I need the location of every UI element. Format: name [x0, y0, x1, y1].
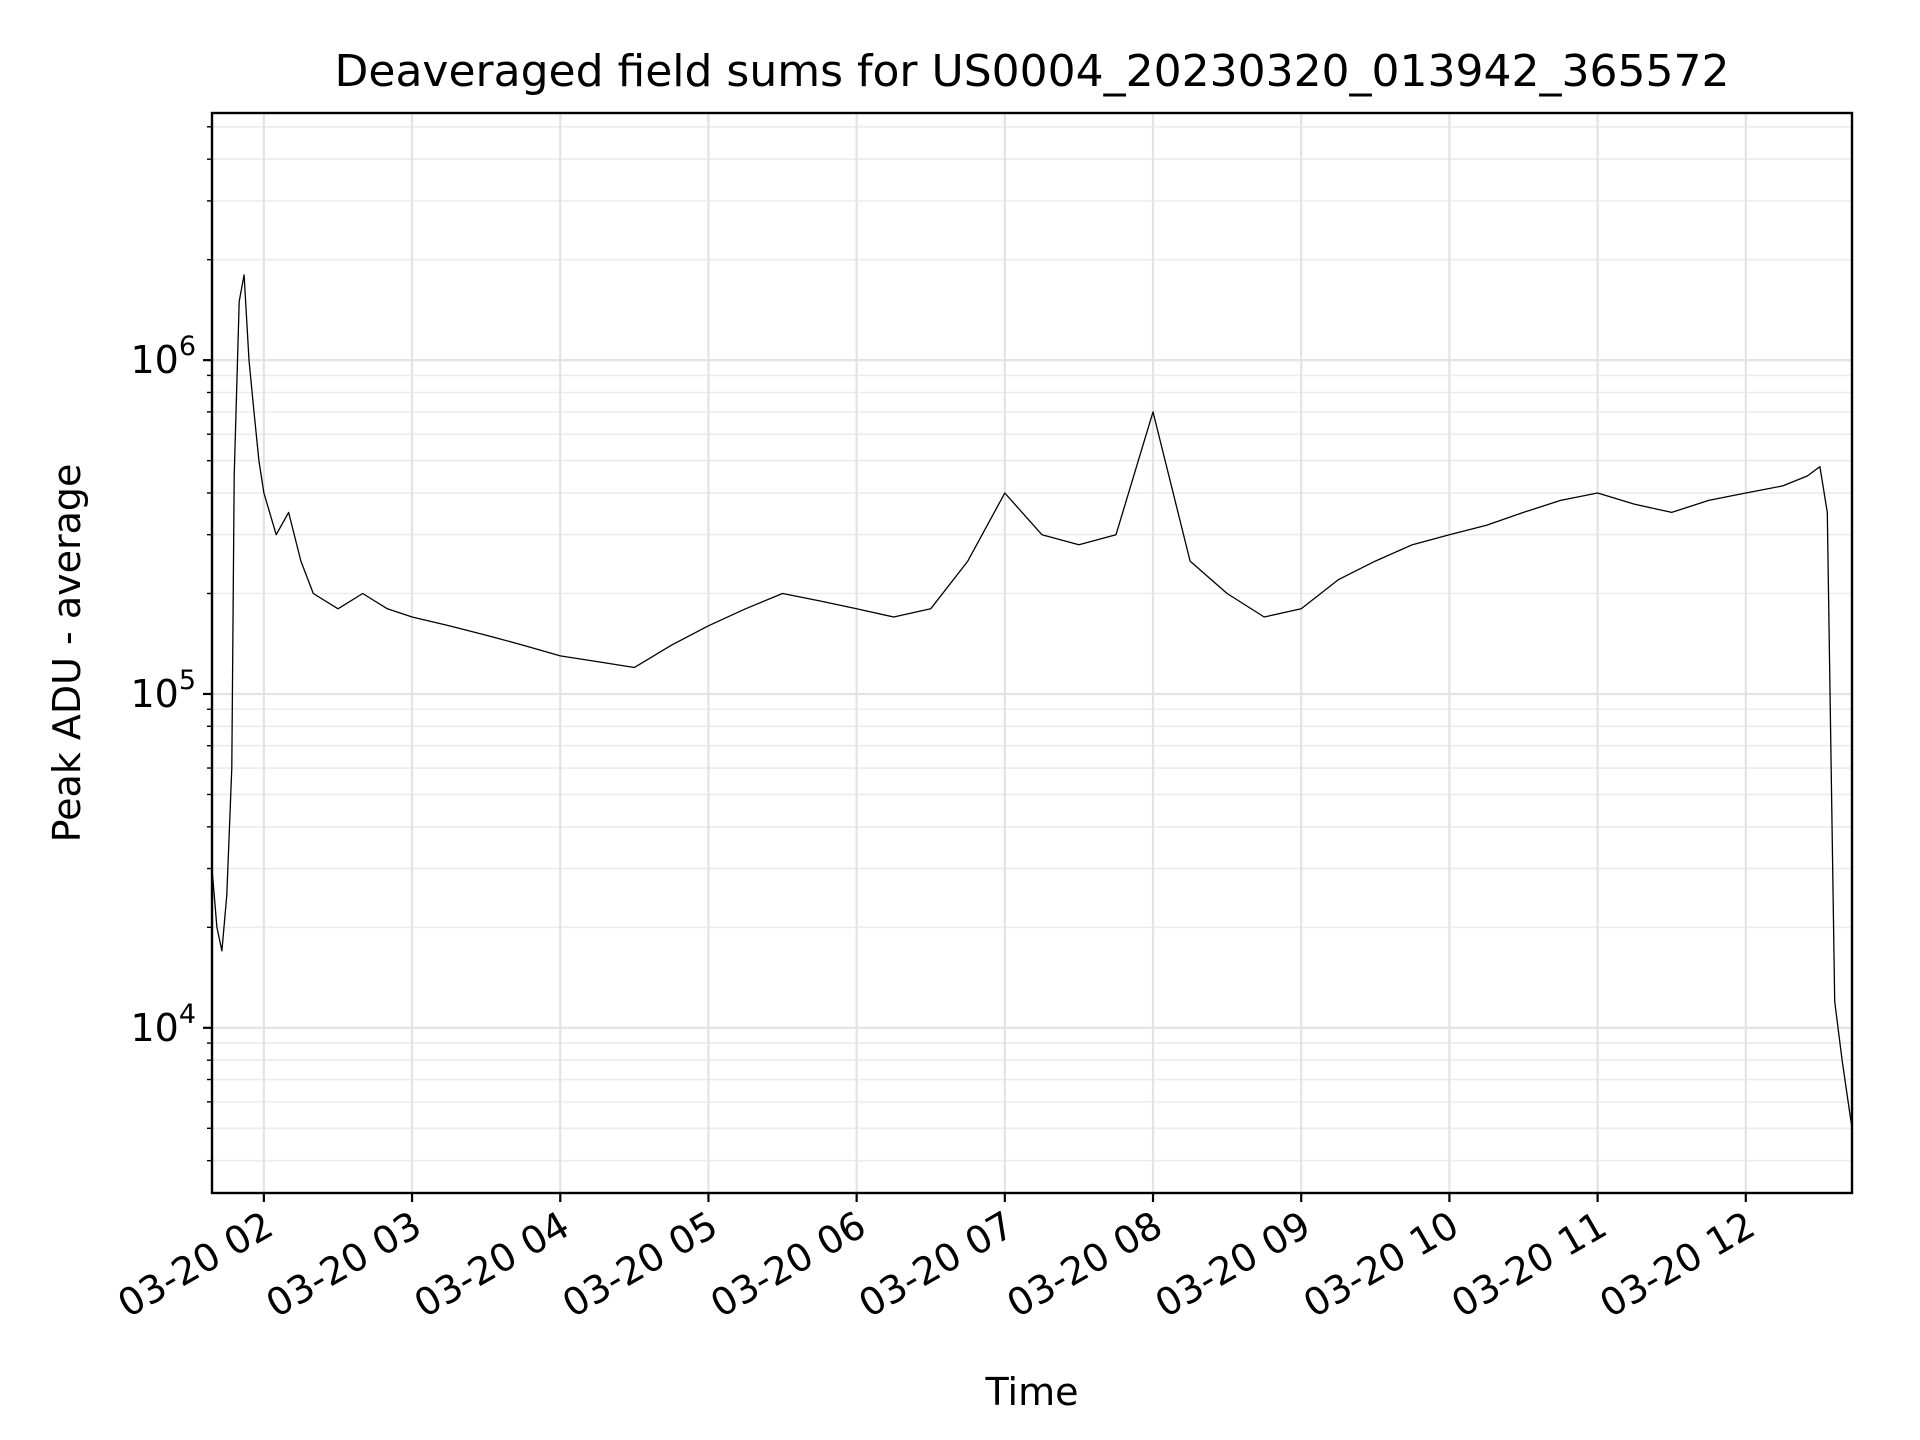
- plot-frame: [210, 111, 1854, 1195]
- chart-title: Deaveraged field sums for US0004_2023032…: [335, 46, 1730, 97]
- x-tick-label: 03-20 09: [1148, 1203, 1318, 1327]
- grid: [212, 113, 1852, 1193]
- x-tick-label: 03-20 12: [1592, 1203, 1762, 1327]
- y-axis-label: Peak ADU - average: [45, 464, 89, 843]
- x-tick-label: 03-20 04: [407, 1203, 577, 1327]
- series-line-0: [211, 274, 1853, 1129]
- x-tick-label: 03-20 07: [851, 1203, 1021, 1327]
- series-layer: [211, 274, 1853, 1129]
- x-axis-label: Time: [985, 1370, 1079, 1414]
- y-axis: 104 105 106: [130, 126, 212, 1162]
- x-tick-label: 03-20 05: [555, 1203, 725, 1327]
- x-tick-label: 03-20 08: [1000, 1203, 1170, 1327]
- x-tick-label: 03-20 02: [110, 1203, 280, 1327]
- x-tick-label: 03-20 03: [259, 1203, 429, 1327]
- y-tick-label: 105: [130, 665, 196, 716]
- x-tick-label: 03-20 06: [703, 1203, 873, 1327]
- x-tick-label: 03-20 10: [1296, 1203, 1466, 1327]
- y-tick-label: 104: [130, 999, 196, 1050]
- x-tick-label: 03-20 11: [1444, 1203, 1614, 1327]
- y-tick-label: 106: [130, 331, 196, 382]
